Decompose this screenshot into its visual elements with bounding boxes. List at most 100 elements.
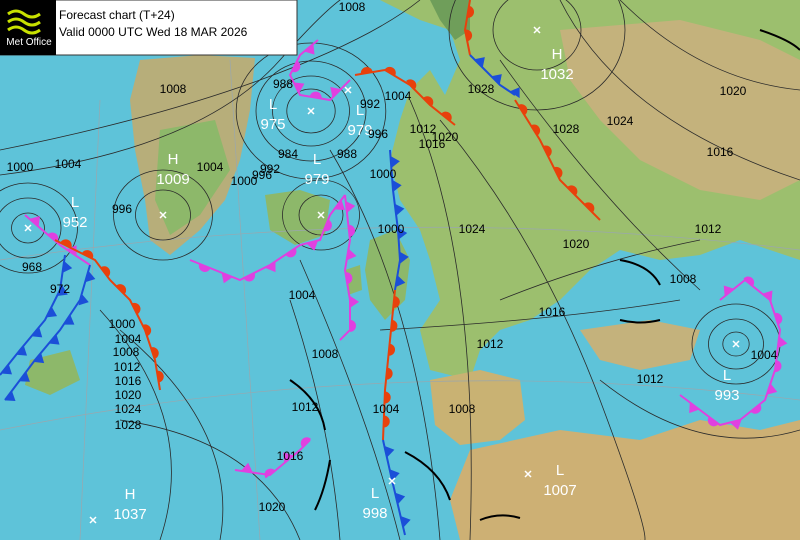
isobar xyxy=(439,119,646,540)
front-symbol xyxy=(389,469,400,481)
isobar-label: 1004 xyxy=(289,288,316,302)
front-symbol xyxy=(57,285,68,296)
isobar-label: 1004 xyxy=(751,348,778,362)
front-symbol xyxy=(441,111,452,122)
isobar-label: 1008 xyxy=(113,345,140,359)
front-line xyxy=(54,239,161,391)
isobar xyxy=(235,42,387,180)
front-symbol xyxy=(689,402,700,414)
front-symbol xyxy=(283,452,294,464)
front-symbol xyxy=(131,302,141,315)
front-symbol xyxy=(774,360,782,373)
front-symbol xyxy=(198,263,211,272)
isobar-label: 1004 xyxy=(197,160,224,174)
isobar-label: 1020 xyxy=(259,500,286,514)
isobar xyxy=(722,331,750,357)
isobar xyxy=(329,149,441,540)
front-symbol xyxy=(384,391,391,404)
trough xyxy=(619,319,661,324)
front-symbol xyxy=(388,343,396,356)
centre-cross xyxy=(89,516,97,524)
isobar-label: 1024 xyxy=(459,222,486,236)
front-symbol xyxy=(384,445,395,458)
isobar-label: 1020 xyxy=(115,388,142,402)
isobar-label: 996 xyxy=(252,168,272,182)
front-symbol xyxy=(345,272,353,285)
front-symbol xyxy=(265,261,276,273)
front-symbol xyxy=(584,202,595,213)
front-symbol xyxy=(240,462,253,473)
isobar-label: 1016 xyxy=(419,137,446,151)
logo-mark xyxy=(7,9,41,35)
front-symbol xyxy=(300,437,312,448)
front-symbol xyxy=(66,245,77,257)
header: Met Office Forecast chart (T+24) Valid 0… xyxy=(0,0,298,56)
centre-cross xyxy=(524,470,532,478)
front-symbol xyxy=(16,345,27,356)
front-symbol xyxy=(348,224,355,237)
centre-cross xyxy=(307,107,315,115)
front-symbol xyxy=(390,319,398,332)
front-symbol xyxy=(423,96,434,107)
isobar xyxy=(255,60,367,162)
isobar-label: 1012 xyxy=(410,122,437,136)
isobar-label: 1024 xyxy=(115,402,142,416)
centre-type: H xyxy=(125,486,136,503)
isobar xyxy=(113,169,213,261)
front-symbol xyxy=(394,492,406,505)
front-symbol xyxy=(1,364,13,375)
trough xyxy=(289,379,326,431)
isobar-label: 1028 xyxy=(553,122,580,136)
trough xyxy=(314,459,331,511)
front-symbol xyxy=(386,367,393,380)
centre-type: L xyxy=(723,367,731,384)
centre-cross xyxy=(317,211,325,219)
trough xyxy=(759,29,800,51)
trough xyxy=(479,514,521,521)
isobar-label: 1012 xyxy=(477,337,504,351)
header-line1: Forecast chart (T+24) xyxy=(59,8,175,22)
isobar-label: 1008 xyxy=(339,0,366,14)
front-symbol xyxy=(518,104,528,116)
isobar xyxy=(599,379,800,439)
isobar-label: 1028 xyxy=(115,418,142,432)
front-symbol xyxy=(397,227,408,240)
isobar-label: 1016 xyxy=(707,145,734,159)
isobar xyxy=(299,259,401,540)
front-symbol xyxy=(350,295,359,308)
centre-pressure: 952 xyxy=(62,214,87,231)
isobar xyxy=(99,309,172,540)
isobar-label: 1024 xyxy=(607,114,634,128)
front-symbol xyxy=(19,371,30,382)
isobar xyxy=(0,0,360,176)
centre-type: L xyxy=(556,462,564,479)
front-symbol xyxy=(243,272,256,282)
isobar xyxy=(11,212,45,244)
front-symbol xyxy=(334,199,345,210)
isobar-label: 1008 xyxy=(312,347,339,361)
centre-pressure: 1007 xyxy=(543,482,576,499)
isobar-label: 1020 xyxy=(432,130,459,144)
isobar-label: 1000 xyxy=(109,317,136,331)
front-symbol xyxy=(553,166,563,179)
isobar-label: 1016 xyxy=(539,305,566,319)
isobar-label: 988 xyxy=(337,147,357,161)
front-symbol xyxy=(285,248,297,258)
front-symbol xyxy=(350,319,356,332)
isobar-label: 1020 xyxy=(720,84,747,98)
isobar xyxy=(0,0,421,151)
front-line xyxy=(382,289,396,441)
front-symbol xyxy=(31,326,43,338)
front-symbol xyxy=(330,86,341,98)
front-symbol xyxy=(390,155,400,168)
isobar xyxy=(0,197,62,259)
isobar-label: 972 xyxy=(50,282,70,296)
isobar-label: 1008 xyxy=(670,272,697,286)
centre-pressure: 975 xyxy=(260,116,285,133)
isobar-label: 1004 xyxy=(385,89,412,103)
centre-type: L xyxy=(71,194,79,211)
isobar xyxy=(708,318,764,370)
front-symbol xyxy=(543,145,552,157)
isobar xyxy=(272,75,350,147)
